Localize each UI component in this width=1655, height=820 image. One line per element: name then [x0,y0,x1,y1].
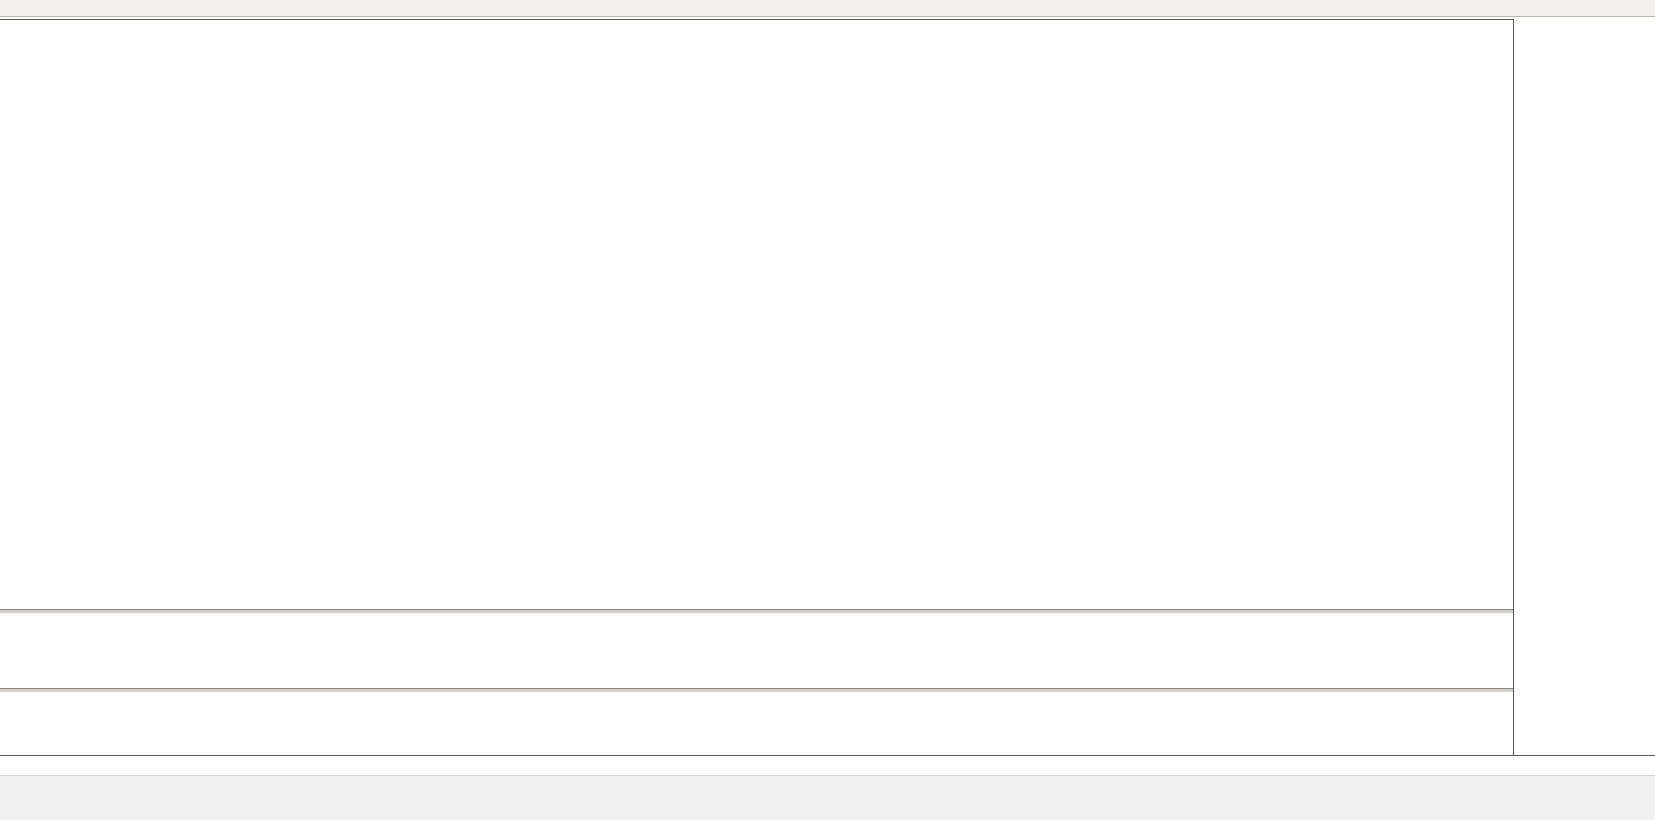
main-chart-canvas[interactable] [0,21,1513,609]
macd-panel-canvas[interactable] [0,614,1513,688]
rsi-panel-canvas[interactable] [0,693,1513,754]
time-axis-border [0,755,1655,756]
price-axis-border [1513,19,1514,755]
panel-separator[interactable] [0,688,1655,693]
chart-top-border [0,19,1655,20]
main-toolbar [0,0,1655,17]
chart-window [0,17,1655,820]
panel-separator[interactable] [0,609,1655,614]
window-bottom-strip [0,775,1655,820]
time-scale[interactable] [0,756,1655,775]
price-scale[interactable] [1514,19,1655,755]
chart-title [5,22,9,34]
